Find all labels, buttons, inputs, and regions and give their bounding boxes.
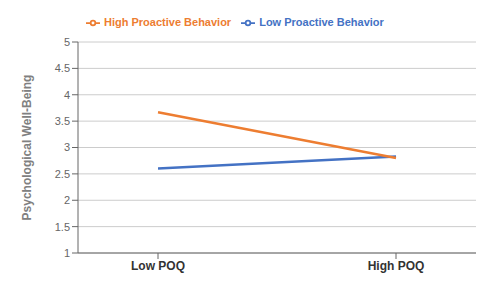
svg-text:Psychological Well-Being: Psychological Well-Being [20,75,34,221]
svg-text:High POQ: High POQ [368,259,425,273]
svg-text:3: 3 [64,141,70,153]
svg-text:Low POQ: Low POQ [131,259,185,273]
svg-text:2.5: 2.5 [55,168,70,180]
svg-text:3.5: 3.5 [55,115,70,127]
svg-text:5: 5 [64,36,70,48]
html-text:Low Proactive Behavior: Low Proactive Behavior [259,16,384,28]
svg-text:2: 2 [64,194,70,206]
svg-text:4.5: 4.5 [55,62,70,74]
svg-text:1.5: 1.5 [55,221,70,233]
svg-text:1: 1 [64,247,70,259]
html-text:High Proactive Behavior: High Proactive Behavior [104,16,232,28]
svg-text:4: 4 [64,89,70,101]
